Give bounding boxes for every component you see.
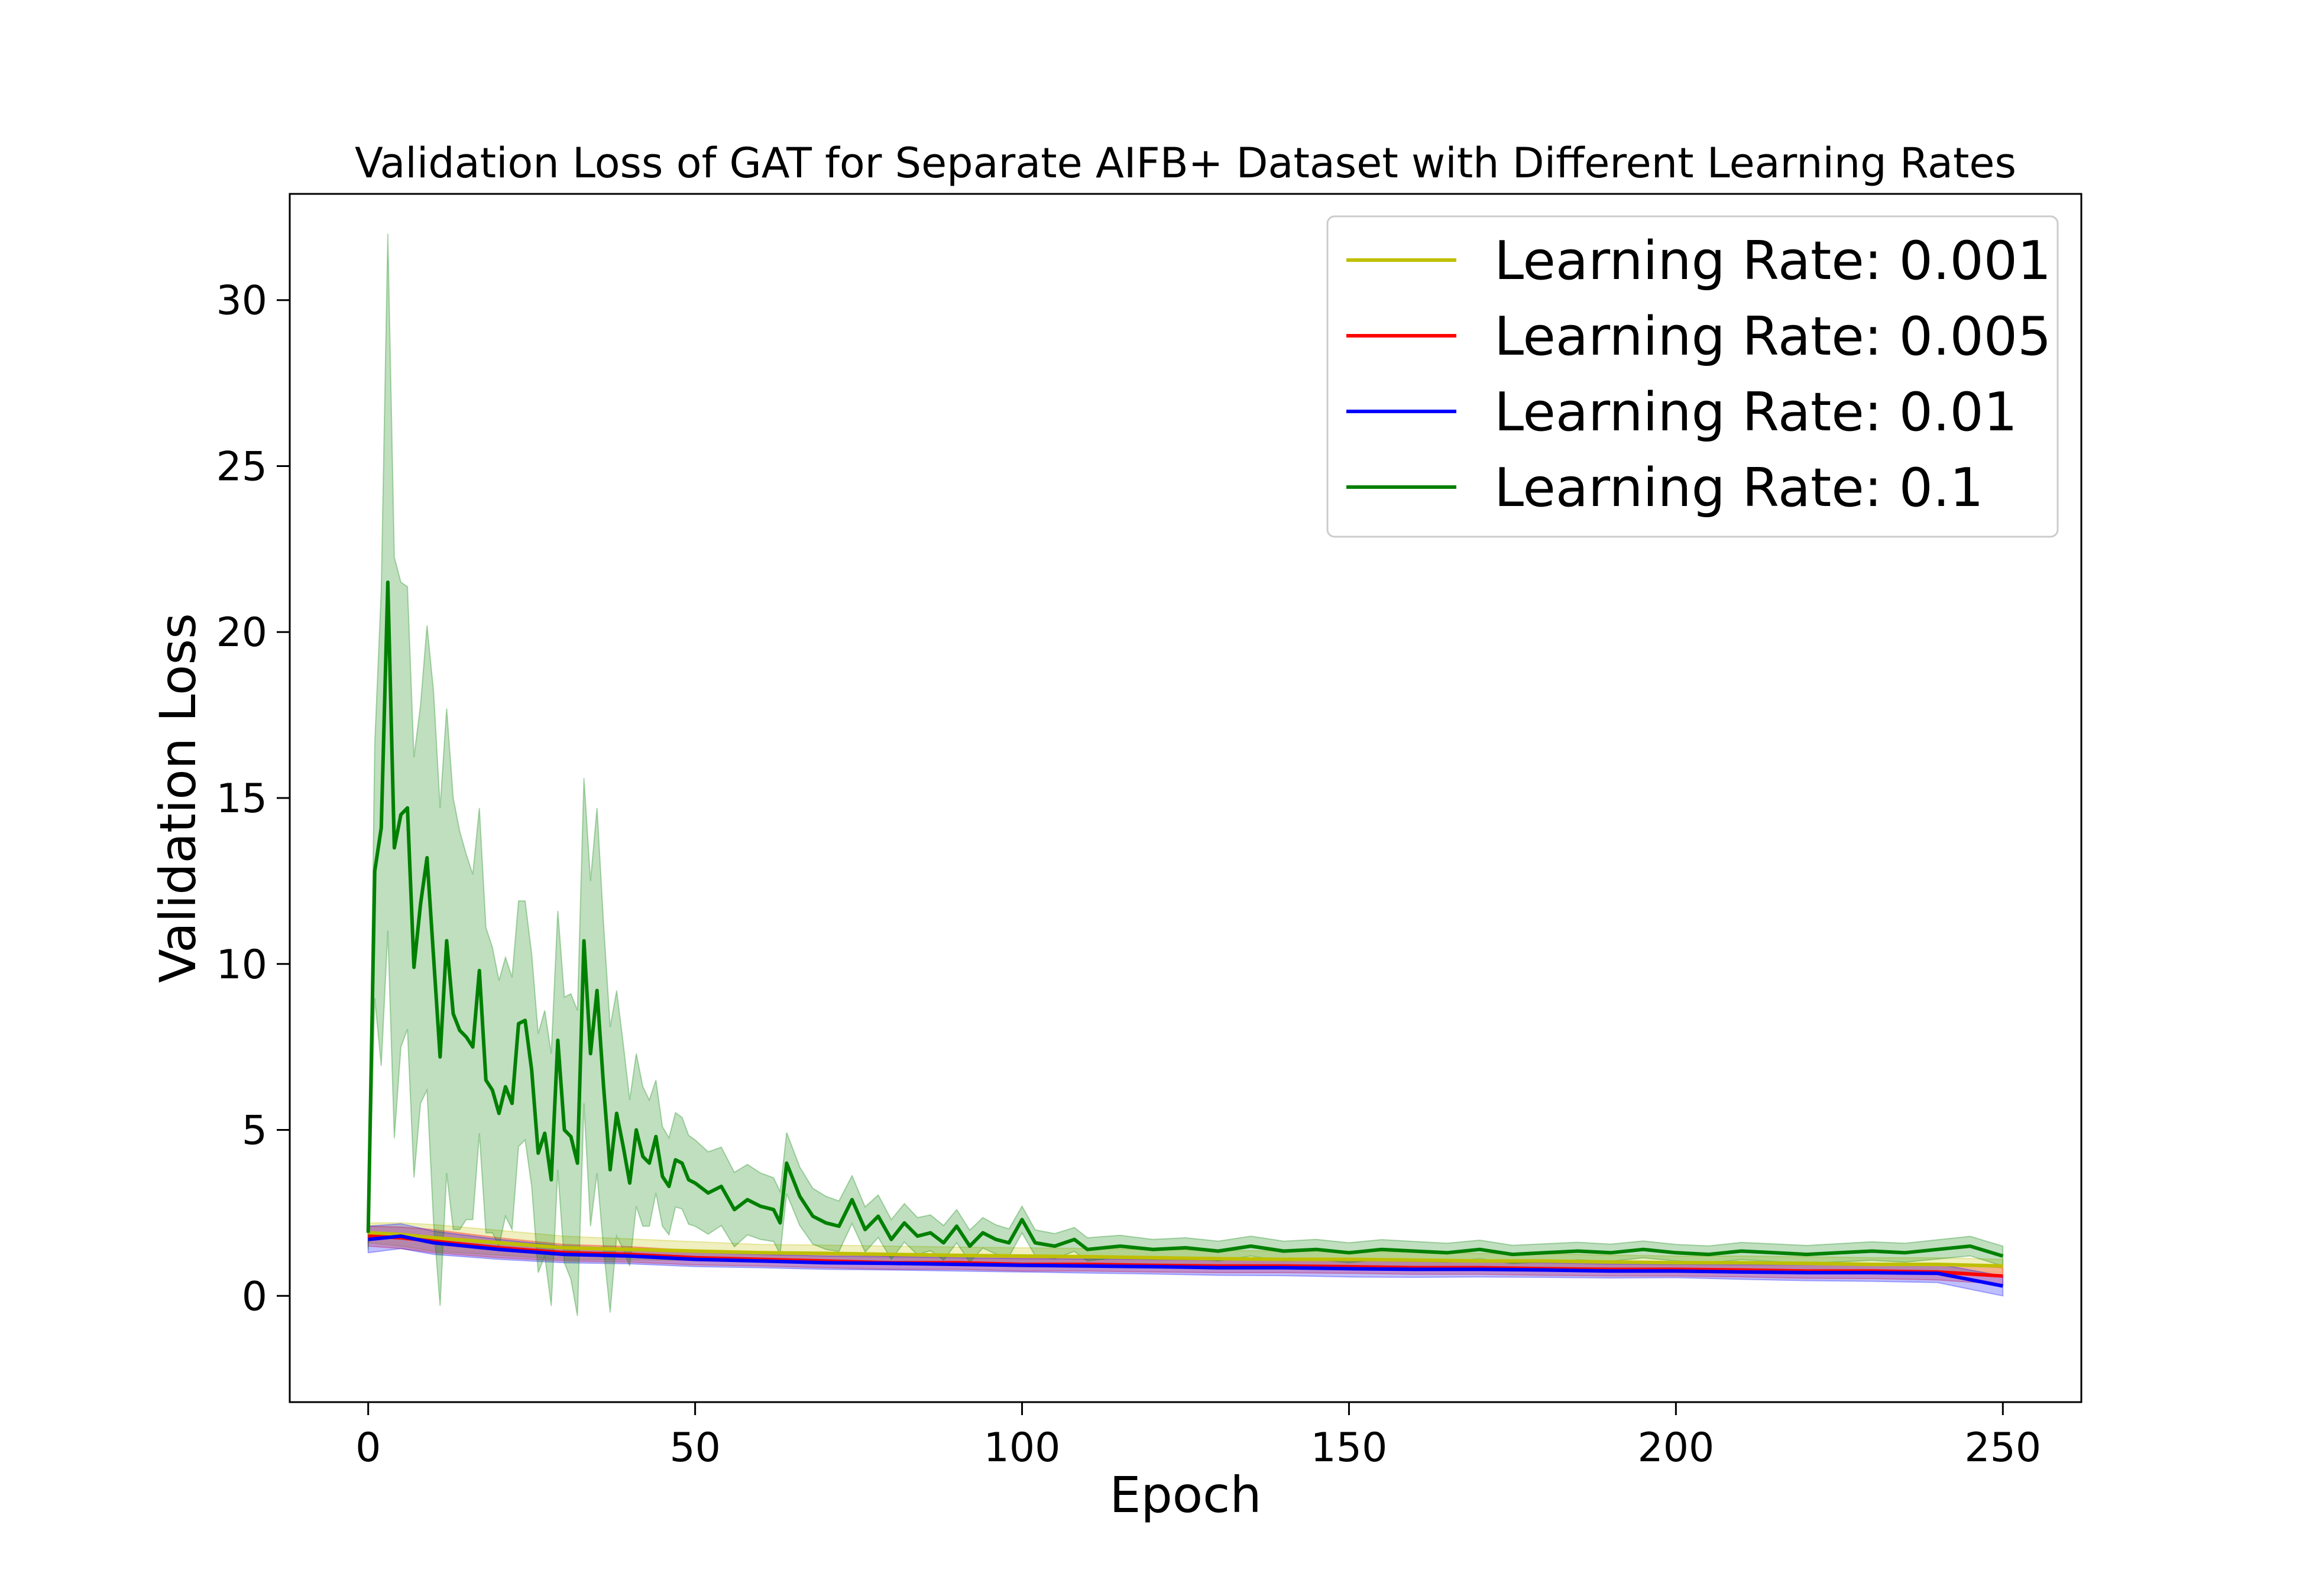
legend: Learning Rate: 0.001 Learning Rate: 0.005…	[1326, 215, 2059, 538]
line-series-3	[368, 1234, 2003, 1288]
x-axis-label: Epoch	[1109, 1466, 1261, 1524]
x-tick-label: 150	[1311, 1425, 1388, 1471]
y-tick-label: 0	[242, 1273, 267, 1320]
line-series-4	[366, 580, 2004, 1258]
legend-label-2: Learning Rate: 0.005	[1494, 306, 2051, 368]
legend-label-3: Learning Rate: 0.01	[1494, 381, 2017, 443]
legend-label-1: Learning Rate: 0.001	[1494, 230, 2051, 292]
x-tick-label: 0	[355, 1425, 381, 1471]
x-tick-label: 200	[1637, 1425, 1714, 1471]
y-tick-label: 25	[216, 443, 267, 490]
x-tick-label: 50	[669, 1425, 721, 1471]
x-axis: 0 50 100 150 200 250	[355, 1402, 2041, 1471]
chart-title: Validation Loss of GAT for Separate AIFB…	[355, 139, 2016, 187]
y-tick-label: 30	[216, 278, 267, 325]
legend-label-4: Learning Rate: 0.1	[1494, 457, 1984, 519]
y-axis: 0 5 10 15 20 25 30	[216, 278, 290, 1320]
x-tick-label: 250	[1964, 1425, 2041, 1471]
y-tick-label: 5	[242, 1108, 267, 1154]
y-tick-label: 20	[216, 609, 267, 656]
line-series-1	[368, 1231, 2003, 1268]
legend-box	[1326, 215, 2059, 538]
y-tick-label: 15	[216, 776, 267, 822]
series-lines	[366, 580, 2004, 1288]
x-tick-label: 100	[984, 1425, 1061, 1471]
y-tick-label: 10	[216, 942, 267, 988]
y-axis-label: Validation Loss	[149, 613, 207, 983]
